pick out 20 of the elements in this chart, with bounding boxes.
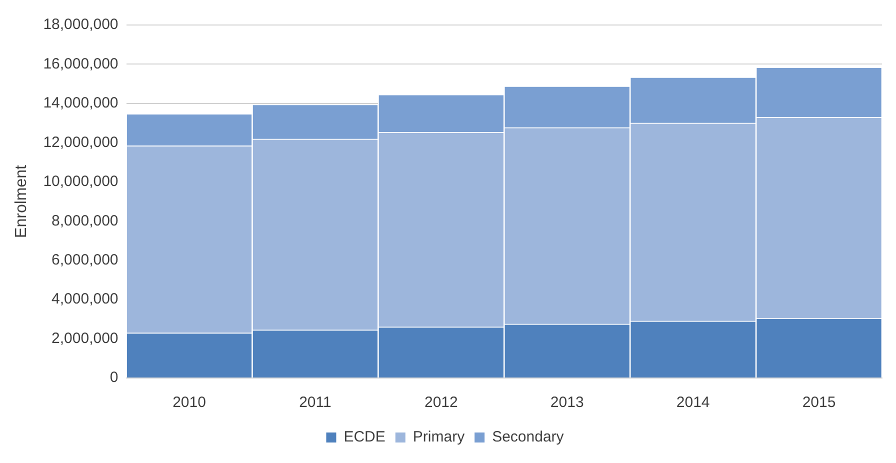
y-tick-label: 8,000,000: [52, 212, 118, 230]
x-tick-label: 2015: [802, 394, 836, 412]
x-tick-label: 2013: [550, 394, 584, 412]
legend-label: Secondary: [492, 428, 564, 446]
y-tick-label: 18,000,000: [43, 16, 118, 34]
x-tick-label: 2012: [424, 394, 458, 412]
y-axis-title: Enrolment: [13, 164, 30, 238]
legend-label: Primary: [412, 428, 466, 446]
y-tick-label: 6,000,000: [52, 251, 118, 268]
x-tick-label: 2010: [172, 394, 206, 412]
y-tick-label: 2,000,000: [52, 330, 118, 347]
y-tick-label: 4,000,000: [52, 290, 118, 308]
x-tick-label: 2011: [299, 394, 332, 412]
y-tick-label: 10,000,000: [43, 173, 118, 190]
y-tick-label: 0: [110, 369, 118, 386]
legend-label: ECDE: [344, 428, 386, 446]
y-tick-label: 14,000,000: [43, 94, 118, 112]
x-tick-label: 2014: [676, 394, 710, 412]
y-tick-label: 12,000,000: [43, 134, 118, 151]
y-tick-label: 16,000,000: [43, 55, 118, 72]
